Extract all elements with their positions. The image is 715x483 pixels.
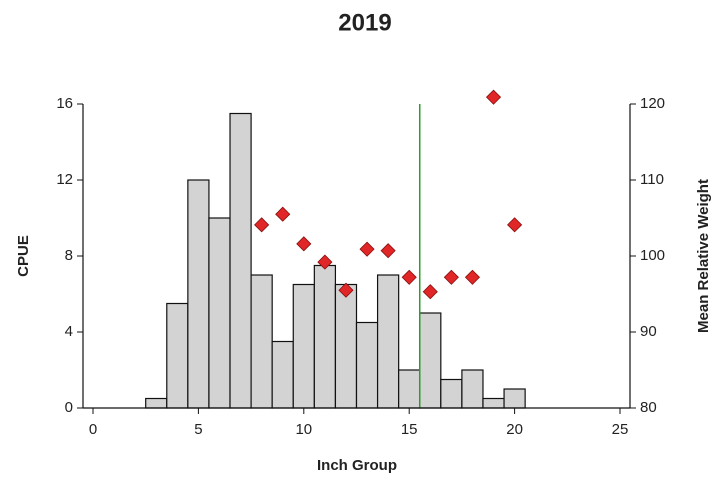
y-tick-label: 4 — [65, 323, 73, 340]
bar — [229, 112, 252, 409]
x-tick-label: 10 — [295, 421, 312, 438]
point — [422, 284, 438, 300]
bar — [166, 302, 189, 409]
x-tick-label: 0 — [89, 421, 97, 438]
x-tick-label: 5 — [194, 421, 202, 438]
bar — [187, 179, 210, 409]
x-axis-title: Inch Group — [317, 457, 397, 474]
x-tick-label: 25 — [612, 421, 629, 438]
point — [275, 206, 291, 222]
bar — [419, 312, 442, 409]
point — [443, 269, 459, 285]
bar — [334, 283, 358, 409]
point — [296, 236, 312, 252]
y-axis-title: CPUE — [15, 235, 32, 277]
y2-tick-label: 120 — [640, 95, 665, 112]
point — [359, 241, 375, 257]
bar — [482, 397, 505, 409]
bar — [208, 217, 231, 409]
y2-tick-label: 90 — [640, 323, 657, 340]
bar — [355, 321, 379, 409]
bar — [398, 369, 421, 409]
point — [254, 217, 270, 233]
y-tick-label: 12 — [56, 171, 73, 188]
y-tick-label: 16 — [56, 95, 73, 112]
bar — [461, 369, 484, 409]
y2-tick-label: 110 — [640, 171, 664, 188]
bar — [145, 397, 168, 409]
point — [485, 89, 502, 105]
x-tick-label: 20 — [506, 421, 523, 438]
bar — [271, 340, 294, 409]
y2-tick-label: 100 — [640, 247, 665, 264]
chart-title: 2019 — [338, 9, 391, 36]
y-tick-label: 0 — [65, 399, 73, 416]
bar — [440, 378, 463, 409]
y-tick-label: 8 — [65, 247, 73, 264]
x-tick-label: 15 — [401, 421, 418, 438]
point — [507, 217, 523, 233]
bar — [292, 283, 315, 409]
bar — [313, 264, 337, 409]
point — [317, 254, 333, 270]
y2-tick-label: 80 — [640, 399, 657, 416]
point — [380, 243, 396, 259]
y2-axis-title: Mean Relative Weight — [695, 179, 712, 333]
point — [338, 282, 354, 298]
bar — [250, 274, 273, 409]
bar — [376, 274, 400, 409]
bar — [503, 388, 526, 409]
point — [401, 269, 417, 285]
point — [464, 269, 481, 285]
